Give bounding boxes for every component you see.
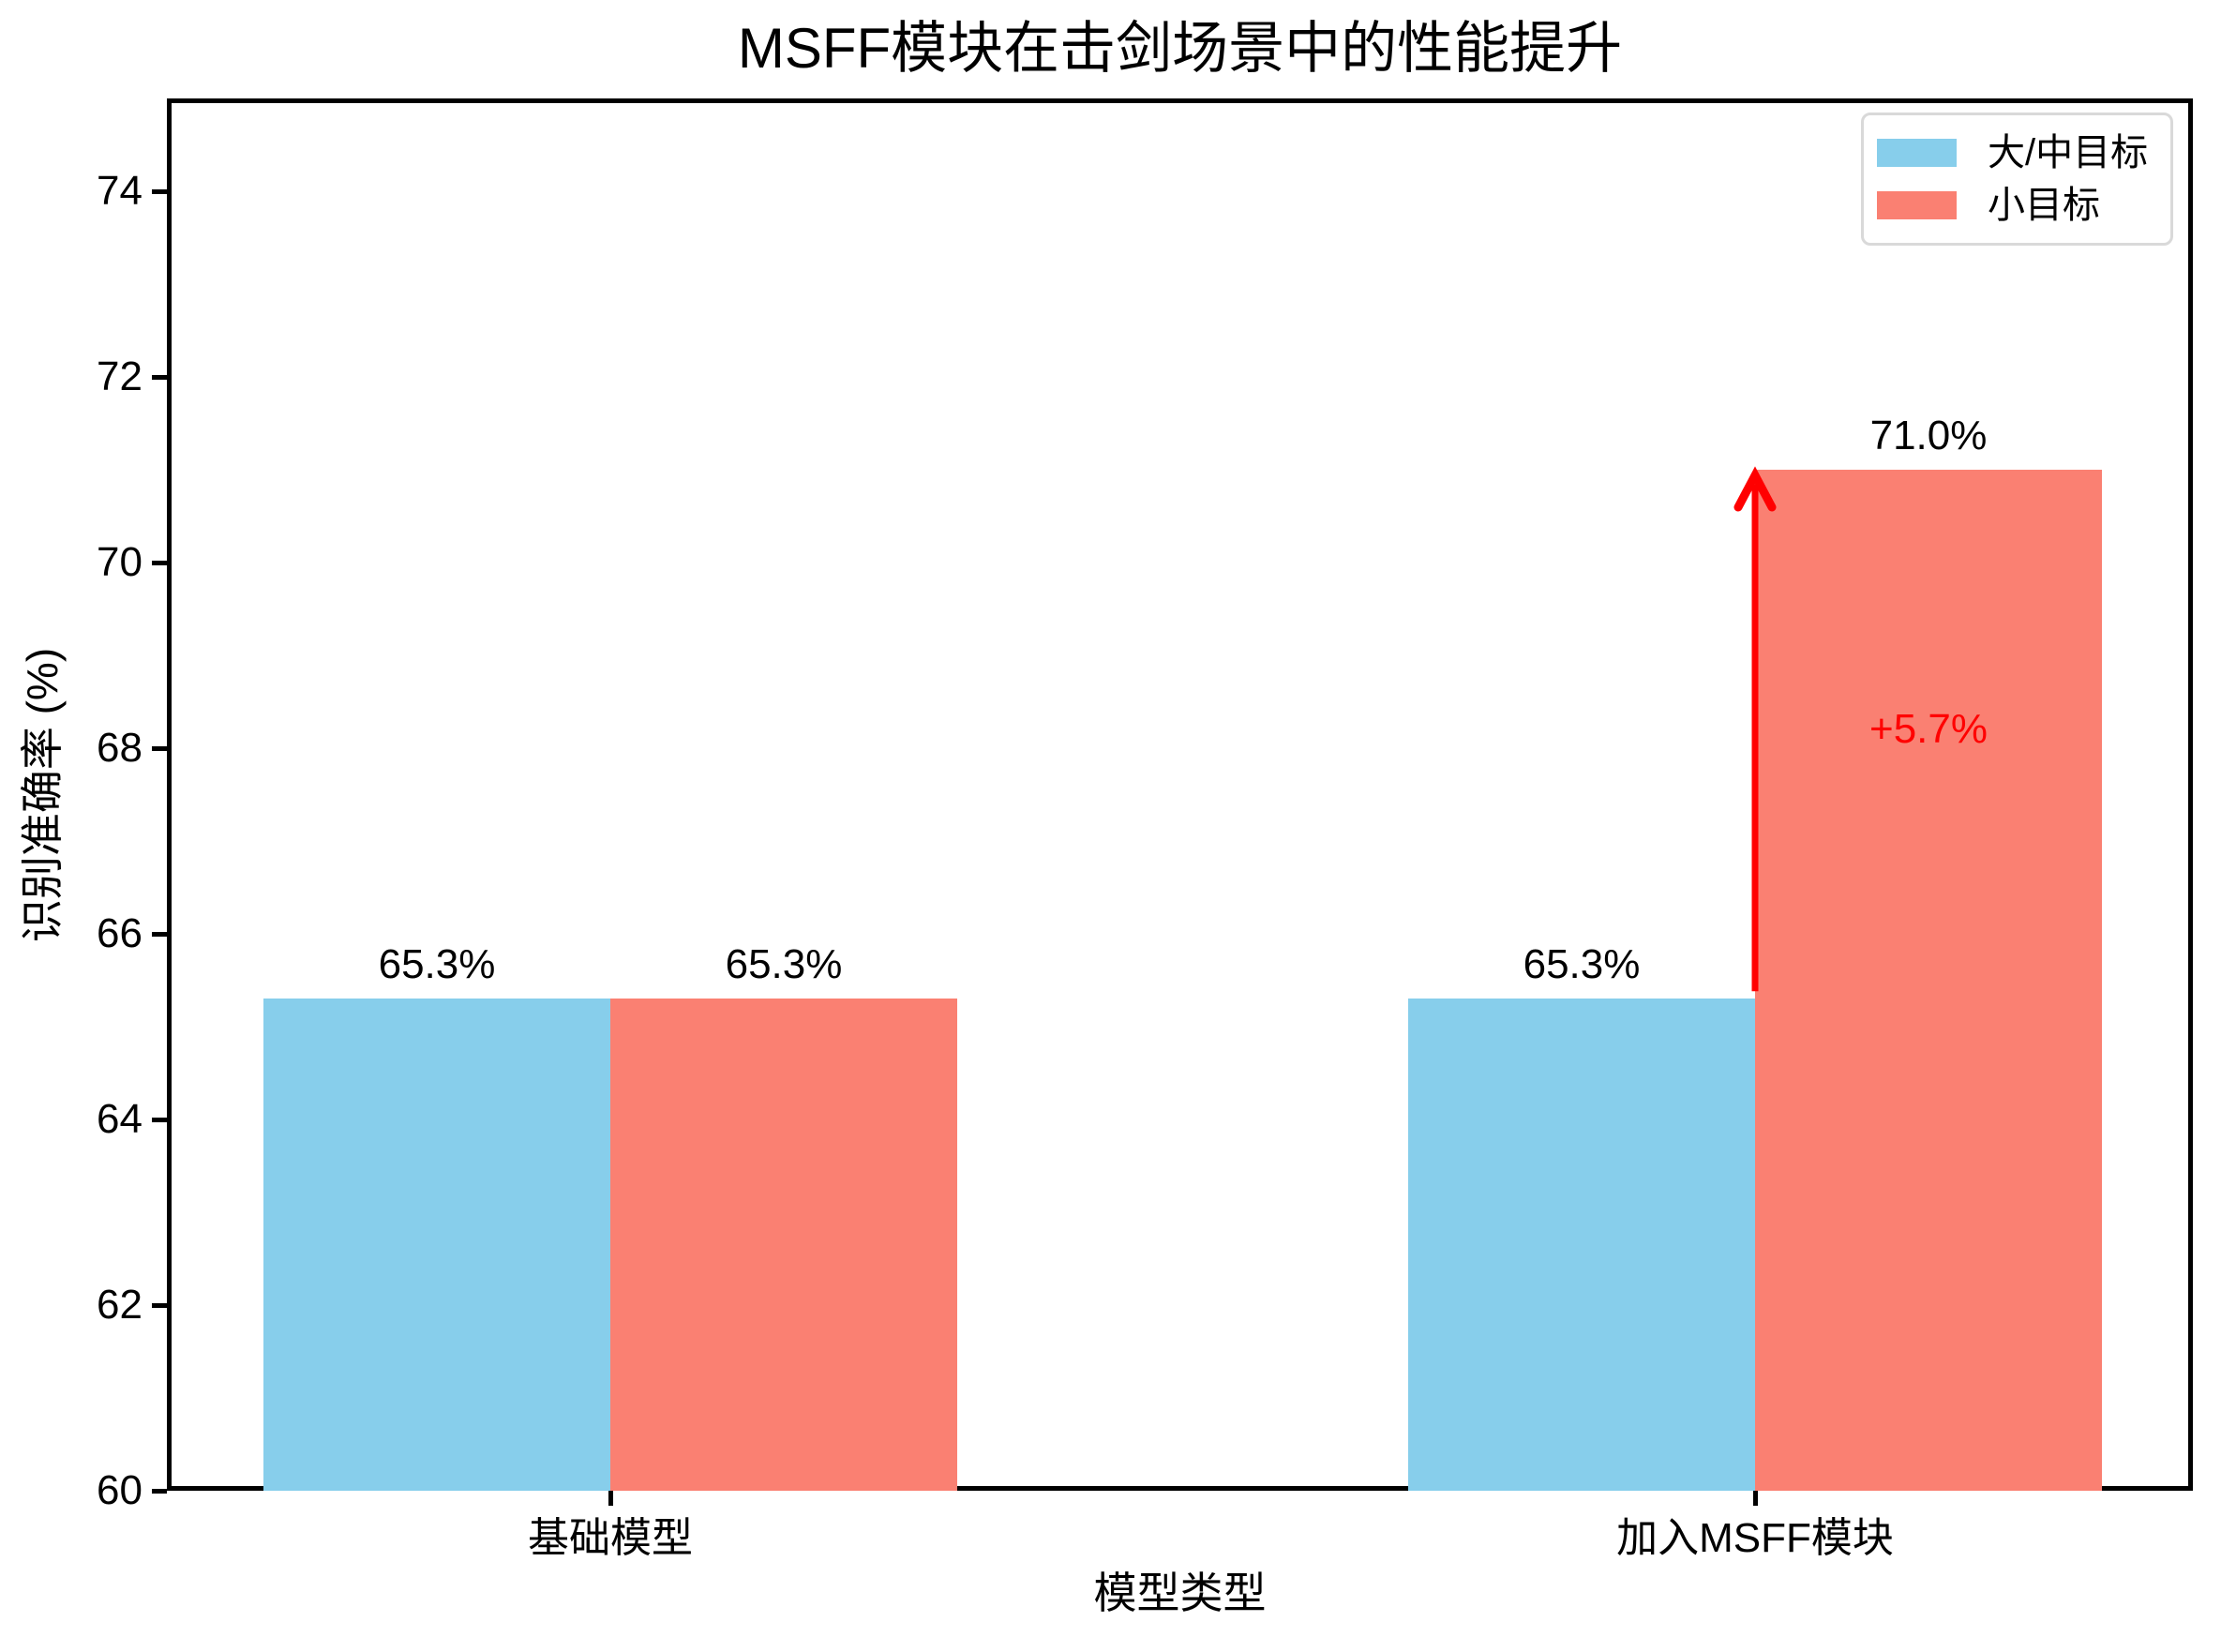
bar-value-label: 65.3% — [725, 941, 843, 988]
y-tick-label: 60 — [97, 1467, 143, 1513]
y-axis-label: 识别准确率 (%) — [18, 647, 67, 943]
legend-label: 大/中目标 — [1988, 132, 2149, 173]
chart-title: MSFF模块在击剑场景中的性能提升 — [737, 17, 1623, 80]
y-tick-mark — [152, 375, 167, 380]
y-tick-mark — [152, 561, 167, 565]
x-tick-label-加入MSFF模块: 加入MSFF模块 — [1616, 1515, 1894, 1561]
legend-swatch — [1877, 139, 1957, 167]
x-axis-label: 模型类型 — [1093, 1569, 1267, 1617]
y-tick-label: 62 — [97, 1282, 143, 1328]
y-tick-label: 74 — [97, 168, 143, 214]
y-tick-mark — [152, 1489, 167, 1494]
bar-大/中目标-基础模型 — [263, 999, 610, 1491]
y-tick-mark — [152, 189, 167, 194]
legend-label: 小目标 — [1988, 185, 2100, 226]
x-tick-mark — [608, 1491, 613, 1506]
y-tick-mark — [152, 1118, 167, 1122]
y-tick-label: 70 — [97, 539, 143, 585]
legend-item-小目标: 小目标 — [1877, 181, 2157, 230]
bar-小目标-基础模型 — [610, 999, 957, 1491]
improvement-annotation: +5.7% — [1869, 706, 1988, 753]
bar-value-label: 65.3% — [378, 941, 496, 988]
bar-大/中目标-加入MSFF模块 — [1408, 999, 1755, 1491]
y-tick-label: 66 — [97, 910, 143, 956]
y-tick-mark — [152, 932, 167, 937]
bar-小目标-加入MSFF模块 — [1755, 470, 2102, 1491]
x-tick-mark — [1753, 1491, 1758, 1506]
legend: 大/中目标小目标 — [1861, 113, 2173, 246]
y-tick-label: 64 — [97, 1096, 143, 1142]
x-tick-label-基础模型: 基础模型 — [528, 1515, 693, 1561]
y-tick-label: 68 — [97, 725, 143, 771]
y-tick-mark — [152, 746, 167, 751]
legend-swatch — [1877, 191, 1957, 219]
bar-value-label: 71.0% — [1869, 413, 1988, 458]
y-tick-mark — [152, 1303, 167, 1308]
legend-item-大/中目标: 大/中目标 — [1877, 128, 2157, 177]
bar-value-label: 65.3% — [1523, 941, 1641, 988]
y-tick-label: 72 — [97, 353, 143, 399]
